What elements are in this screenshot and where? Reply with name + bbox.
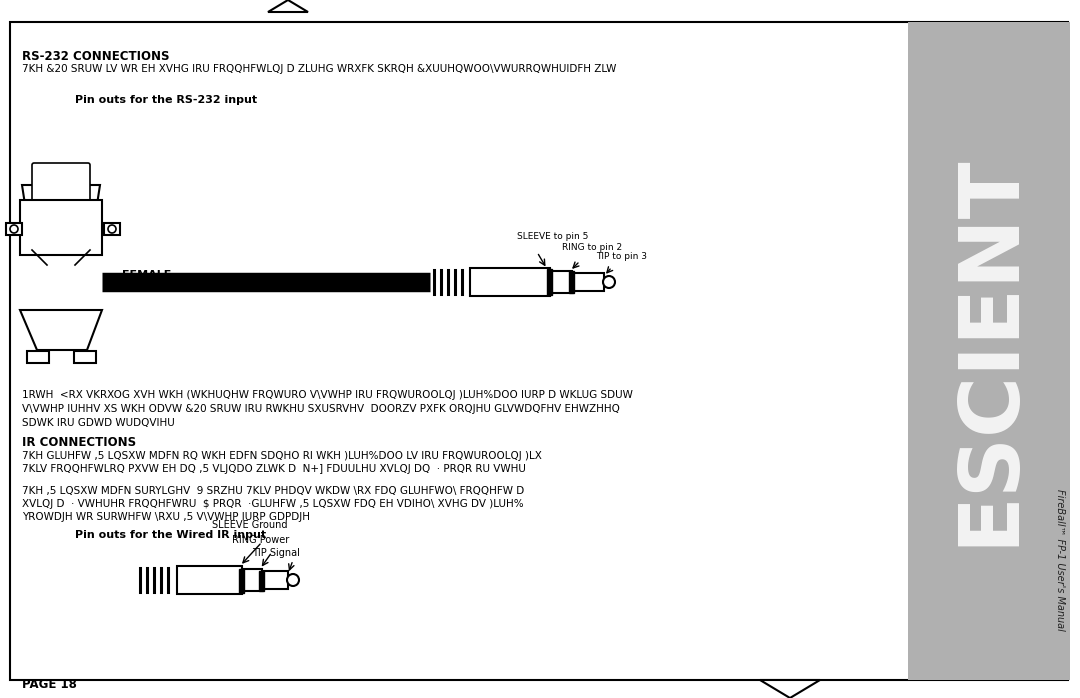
Text: XVLQJ D  · VWHUHR FRQQHFWRU  $ PRQR  ·GLUHFW ,5 LQSXW FDQ EH VDIHO\ XVHG DV )LUH: XVLQJ D · VWHUHR FRQQHFWRU $ PRQR ·GLUHF… xyxy=(22,499,524,509)
Text: PAGE 18: PAGE 18 xyxy=(22,678,77,691)
Text: RING to pin 2: RING to pin 2 xyxy=(562,243,622,252)
Text: 7KH GLUHFW ,5 LQSXW MDFN RQ WKH EDFN SDQHO RI WKH )LUH%DOO LV IRU FRQWUROOLQJ )L: 7KH GLUHFW ,5 LQSXW MDFN RQ WKH EDFN SDQ… xyxy=(22,451,542,461)
Text: RS-232 CONNECTIONS: RS-232 CONNECTIONS xyxy=(22,50,170,63)
Text: ESCIENT: ESCIENT xyxy=(948,154,1029,547)
Bar xyxy=(550,271,572,293)
Text: YROWDJH WR SURWHFW \RXU ,5 V\VWHP IURP GDPDJH: YROWDJH WR SURWHFW \RXU ,5 V\VWHP IURP G… xyxy=(22,512,310,522)
Bar xyxy=(546,269,552,295)
Circle shape xyxy=(10,225,18,233)
Bar xyxy=(27,351,49,363)
Text: IR CONNECTIONS: IR CONNECTIONS xyxy=(22,436,136,449)
Text: V\VWHP IUHHV XS WKH ODVW &20 SRUW IRU RWKHU SXUSRVHV  DOORZV PXFK ORQJHU GLVWDQF: V\VWHP IUHHV XS WKH ODVW &20 SRUW IRU RW… xyxy=(22,404,620,414)
Text: 1RWH  <RX VKRXOG XVH WKH (WKHUQHW FRQWURO V\VWHP IRU FRQWUROOLQJ )LUH%DOO IURP D: 1RWH <RX VKRXOG XVH WKH (WKHUQHW FRQWURO… xyxy=(22,390,633,400)
Bar xyxy=(242,569,262,591)
Bar xyxy=(6,223,22,235)
Bar xyxy=(572,273,604,291)
Bar xyxy=(104,223,120,235)
Text: SDWK IRU GDWD WUDQVIHU: SDWK IRU GDWD WUDQVIHU xyxy=(22,418,175,428)
Bar xyxy=(908,22,1070,680)
Text: 7KH &20 SRUW LV WR EH XVHG IRU FRQQHFWLQJ D ZLUHG WRXFK SKRQH &XUUHQWOO\VWURRQWH: 7KH &20 SRUW LV WR EH XVHG IRU FRQQHFWLQ… xyxy=(22,64,617,74)
Bar xyxy=(470,268,550,296)
Bar xyxy=(177,566,242,594)
Circle shape xyxy=(603,276,615,288)
FancyBboxPatch shape xyxy=(32,163,90,202)
Bar xyxy=(21,200,102,255)
Text: SLEEVE Ground: SLEEVE Ground xyxy=(212,520,287,530)
Polygon shape xyxy=(760,680,820,698)
Circle shape xyxy=(287,574,299,586)
Text: 7KLV FRQQHFWLRQ PXVW EH DQ ,5 VLJQDO ZLWK D  N+] FDUULHU XVLQJ DQ  · PRQR RU VWH: 7KLV FRQQHFWLRQ PXVW EH DQ ,5 VLJQDO ZLW… xyxy=(22,464,526,474)
Polygon shape xyxy=(21,310,102,350)
Text: Pin outs for the RS-232 input: Pin outs for the RS-232 input xyxy=(75,95,257,105)
Text: TIP Signal: TIP Signal xyxy=(252,548,300,558)
Bar xyxy=(75,351,96,363)
Text: RING Power: RING Power xyxy=(232,535,289,545)
Circle shape xyxy=(108,225,116,233)
Text: FEMALE: FEMALE xyxy=(122,270,172,280)
Text: FireBall™ FP-1 User's Manual: FireBall™ FP-1 User's Manual xyxy=(1055,489,1065,631)
Bar xyxy=(259,571,264,591)
Bar xyxy=(569,271,573,293)
Text: 7KH ,5 LQSXW MDFN SURYLGHV  9 SRZHU 7KLV PHDQV WKDW \RX FDQ GLUHFWO\ FRQQHFW D: 7KH ,5 LQSXW MDFN SURYLGHV 9 SRZHU 7KLV … xyxy=(22,486,524,496)
Bar xyxy=(262,571,288,589)
Bar xyxy=(239,569,244,593)
Polygon shape xyxy=(268,0,308,12)
Polygon shape xyxy=(22,185,100,250)
Text: TIP to pin 3: TIP to pin 3 xyxy=(596,252,647,261)
Text: Pin outs for the Wired IR input: Pin outs for the Wired IR input xyxy=(75,530,266,540)
Text: SLEEVE to pin 5: SLEEVE to pin 5 xyxy=(517,232,589,241)
